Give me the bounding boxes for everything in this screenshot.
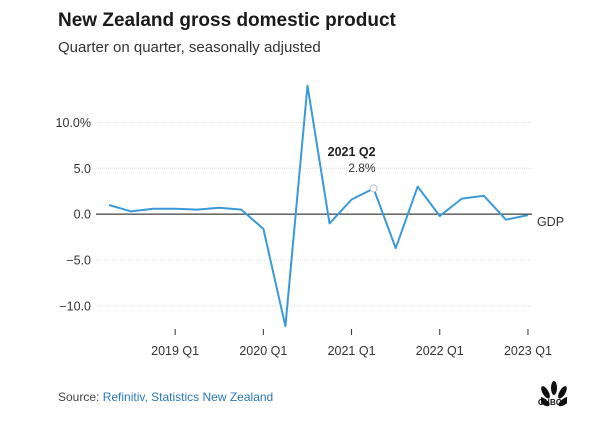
- cnbc-logo-text: CNBC: [538, 398, 562, 407]
- x-tick-label: 2022 Q1: [416, 344, 464, 358]
- source-prefix: Source:: [58, 390, 103, 404]
- annotation-label: 2021 Q2: [328, 145, 376, 159]
- series-line-gdp: [108, 84, 529, 328]
- series-label: GDP: [537, 215, 564, 229]
- y-tick-label: −5.0: [66, 254, 91, 268]
- x-tick-label: 2021 Q1: [328, 344, 376, 358]
- y-tick-label: 0.0: [74, 208, 91, 222]
- x-tick-label: 2019 Q1: [151, 344, 199, 358]
- annotation-marker: [369, 184, 378, 193]
- chart-subtitle: Quarter on quarter, seasonally adjusted: [58, 39, 321, 56]
- y-tick-label: 5.0: [74, 162, 91, 176]
- y-tick-label: −10.0: [59, 300, 91, 314]
- source-note: Source: Refinitiv, Statistics New Zealan…: [58, 390, 273, 404]
- annotation-value: 2.8%: [348, 161, 376, 175]
- chart-title: New Zealand gross domestic product: [58, 10, 396, 31]
- cnbc-peacock-logo-icon: [541, 381, 567, 407]
- x-tick-label: 2023 Q1: [504, 344, 552, 358]
- source-link[interactable]: Refinitiv, Statistics New Zealand: [102, 390, 274, 404]
- y-tick-label: 10.0%: [56, 116, 91, 130]
- x-tick-label: 2020 Q1: [239, 344, 287, 358]
